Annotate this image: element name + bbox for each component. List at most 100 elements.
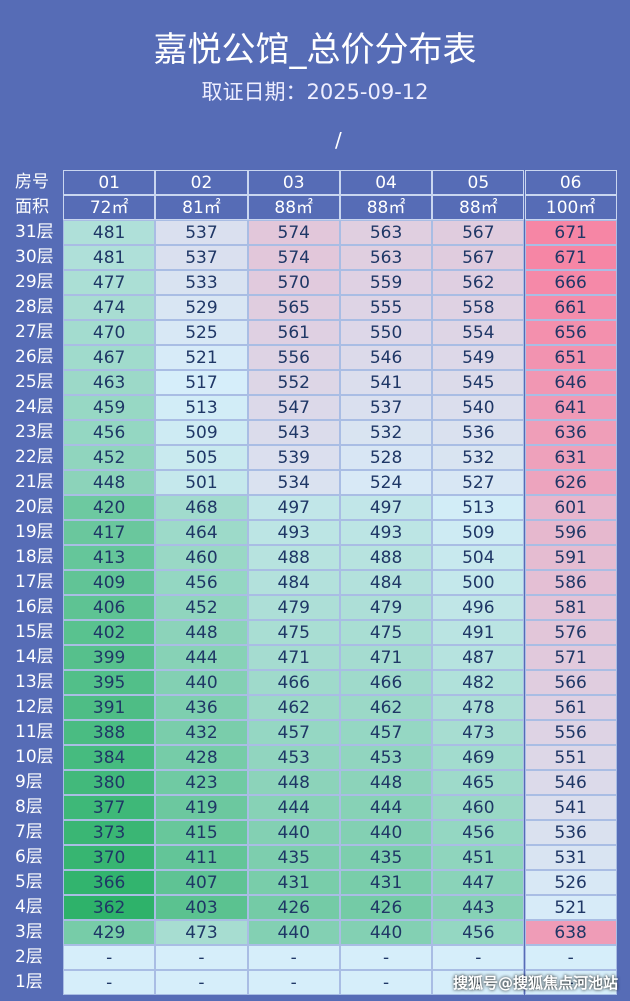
column-header: 88㎡ — [432, 195, 525, 220]
price-cell: 452 — [63, 445, 156, 470]
price-cell: 576 — [524, 620, 617, 645]
price-cell: 475 — [247, 620, 340, 645]
title: 嘉悦公馆_总价分布表 — [153, 30, 477, 70]
price-cell: 571 — [524, 645, 617, 670]
price-cell: 570 — [247, 270, 340, 295]
price-cell: 546 — [524, 770, 617, 795]
price-cell: 567 — [432, 245, 525, 270]
price-cell: 559 — [339, 270, 433, 295]
price-cell: 638 — [524, 920, 617, 945]
price-cell: 432 — [155, 720, 248, 745]
price-cell: 456 — [63, 420, 156, 445]
row-header: 房号 — [15, 172, 49, 192]
price-cell: 541 — [339, 370, 433, 395]
price-cell: 409 — [63, 570, 156, 595]
floor-label: 29层 — [15, 272, 54, 292]
price-cell: 521 — [524, 895, 617, 920]
price-cell: 407 — [155, 870, 248, 895]
price-cell: 537 — [155, 220, 248, 245]
price-cell: 549 — [432, 345, 525, 370]
price-cell: - — [247, 970, 340, 995]
price-cell: - — [63, 970, 156, 995]
price-cell: 563 — [339, 220, 433, 245]
price-cell: 435 — [247, 845, 340, 870]
price-cell: 440 — [247, 920, 340, 945]
price-cell: 636 — [524, 420, 617, 445]
price-cell: 475 — [339, 620, 433, 645]
floor-label: 2层 — [15, 947, 43, 967]
price-cell: 536 — [432, 420, 525, 445]
price-cell: 671 — [524, 220, 617, 245]
price-cell: 521 — [155, 345, 248, 370]
price-cell: 555 — [339, 295, 433, 320]
price-cell: 464 — [155, 520, 248, 545]
price-cell: - — [247, 945, 340, 970]
price-cell: 465 — [432, 770, 525, 795]
price-cell: 467 — [63, 345, 156, 370]
price-cell: 440 — [339, 920, 433, 945]
price-cell: 373 — [63, 820, 156, 845]
price-cell: 420 — [63, 495, 156, 520]
price-cell: 561 — [247, 320, 340, 345]
floor-label: 5层 — [15, 872, 43, 892]
price-cell: 388 — [63, 720, 156, 745]
price-cell: 473 — [155, 920, 248, 945]
price-cell: 477 — [63, 270, 156, 295]
price-cell: 537 — [339, 395, 433, 420]
price-cell: 484 — [247, 570, 340, 595]
price-cell: 487 — [432, 645, 525, 670]
floor-label: 6层 — [15, 847, 43, 867]
price-cell: 453 — [247, 745, 340, 770]
price-cell: 661 — [524, 295, 617, 320]
price-cell: 447 — [432, 870, 525, 895]
floor-label: 26层 — [15, 347, 54, 367]
price-cell: 443 — [432, 895, 525, 920]
price-cell: 370 — [63, 845, 156, 870]
price-cell: 440 — [247, 820, 340, 845]
price-cell: 563 — [339, 245, 433, 270]
column-header: 72㎡ — [63, 195, 156, 220]
row-header: 面积 — [15, 197, 49, 217]
floor-label: 27层 — [15, 322, 54, 342]
price-cell: 539 — [247, 445, 340, 470]
price-cell: 543 — [247, 420, 340, 445]
price-cell: 448 — [339, 770, 433, 795]
price-cell: 566 — [524, 670, 617, 695]
floor-label: 30层 — [15, 247, 54, 267]
price-cell: 377 — [63, 795, 156, 820]
price-cell: 558 — [432, 295, 525, 320]
price-cell: 402 — [63, 620, 156, 645]
price-cell: 547 — [247, 395, 340, 420]
price-cell: 471 — [339, 645, 433, 670]
price-cell: 411 — [155, 845, 248, 870]
price-cell: 444 — [339, 795, 433, 820]
column-header: 88㎡ — [339, 195, 433, 220]
price-cell: 481 — [63, 220, 156, 245]
column-header: 04 — [339, 170, 433, 195]
price-cell: 497 — [247, 495, 340, 520]
floor-label: 18层 — [15, 547, 54, 567]
floor-label: 21层 — [15, 472, 54, 492]
floor-label: 23层 — [15, 422, 54, 442]
price-cell: 574 — [247, 220, 340, 245]
price-cell: 524 — [339, 470, 433, 495]
price-cell: 532 — [339, 420, 433, 445]
floor-label: 9层 — [15, 772, 43, 792]
price-cell: 457 — [339, 720, 433, 745]
floor-label: 11层 — [15, 722, 54, 742]
price-cell: 493 — [339, 520, 433, 545]
price-cell: 529 — [155, 295, 248, 320]
floor-label: 15层 — [15, 622, 54, 642]
price-cell: 488 — [247, 545, 340, 570]
price-cell: 537 — [155, 245, 248, 270]
floor-label: 24层 — [15, 397, 54, 417]
price-cell: 517 — [155, 370, 248, 395]
floor-label: 16层 — [15, 597, 54, 617]
price-cell: 554 — [432, 320, 525, 345]
column-header: 06 — [524, 170, 617, 195]
price-cell: 456 — [432, 820, 525, 845]
price-cell: 513 — [432, 495, 525, 520]
price-cell: 671 — [524, 245, 617, 270]
price-cell: 591 — [524, 545, 617, 570]
